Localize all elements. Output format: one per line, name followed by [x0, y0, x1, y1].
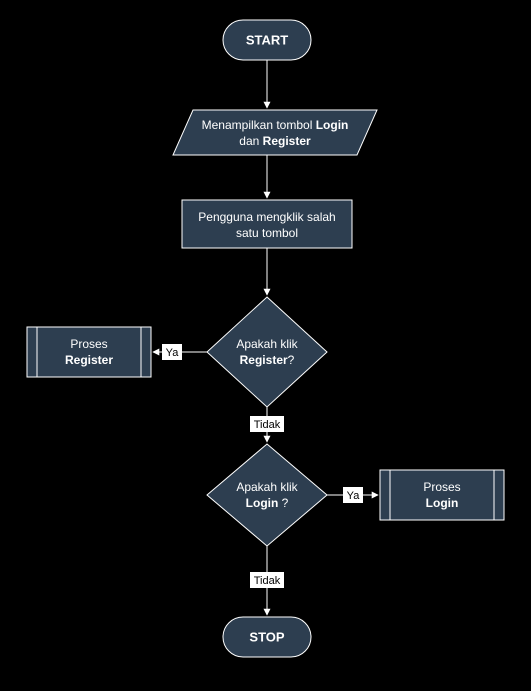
decision-login-node: Apakah klik Login ?	[207, 444, 327, 546]
process-login-node: Proses Login	[380, 470, 504, 520]
decreg-line1: Apakah klik	[236, 337, 298, 351]
start-node: START	[223, 20, 311, 60]
proclogin-line2: Login	[426, 496, 459, 510]
declogin-line2: Login ?	[246, 496, 289, 510]
stop-node: STOP	[223, 617, 311, 657]
click-node: Pengguna mengklik salah satu tombol	[182, 200, 352, 248]
click-line2: satu tombol	[236, 226, 298, 240]
display-line2: dan Register	[239, 134, 311, 148]
declogin-line1: Apakah klik	[236, 480, 298, 494]
edge-label-tidak-2: Tidak	[254, 575, 281, 587]
display-line1: Menampilkan tombol Login	[202, 118, 349, 132]
process-register-node: Proses Register	[27, 327, 151, 377]
procreg-line1: Proses	[70, 337, 107, 351]
edge-label-ya-2: Ya	[347, 490, 361, 502]
procreg-line2: Register	[65, 353, 113, 367]
edge-label-ya-1: Ya	[166, 347, 180, 359]
start-label: START	[246, 32, 288, 47]
proclogin-line1: Proses	[423, 480, 460, 494]
decision-register-node: Apakah klik Register?	[207, 297, 327, 407]
decreg-line2: Register?	[240, 353, 295, 367]
click-line1: Pengguna mengklik salah	[198, 210, 335, 224]
display-node: Menampilkan tombol Login dan Register	[173, 110, 377, 155]
edge-label-tidak-1: Tidak	[254, 419, 281, 431]
stop-label: STOP	[249, 629, 284, 644]
